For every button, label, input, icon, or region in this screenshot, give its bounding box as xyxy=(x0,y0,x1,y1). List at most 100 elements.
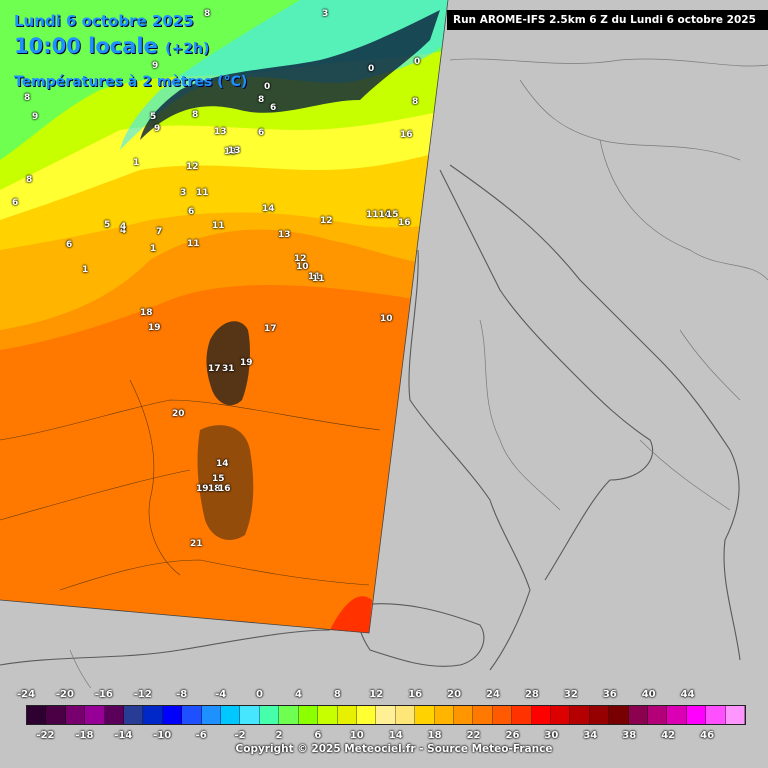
legend-tick: -24 xyxy=(16,689,36,700)
value-label: 4 xyxy=(120,226,127,236)
borders xyxy=(69,58,768,741)
value-label: 11 xyxy=(212,221,225,231)
value-label: 14 xyxy=(216,459,229,469)
map-time-offset: (+2h) xyxy=(165,41,210,57)
legend-tick: 10 xyxy=(349,730,364,741)
value-label: 0 xyxy=(264,82,271,92)
temperature-field xyxy=(0,0,448,633)
color-swatch xyxy=(725,706,746,724)
legend-tick: -10 xyxy=(153,730,172,741)
color-swatch xyxy=(473,706,493,724)
color-swatch xyxy=(648,706,668,724)
map-time: 10:00 locale (+2h) xyxy=(14,34,209,58)
color-swatch xyxy=(182,706,202,724)
value-label: 17 xyxy=(264,324,277,334)
legend-tick: 40 xyxy=(641,689,656,700)
value-label: 12 xyxy=(294,254,307,264)
value-label: 8 xyxy=(258,95,265,105)
color-swatch xyxy=(259,706,280,724)
color-swatch xyxy=(162,706,183,724)
color-swatch xyxy=(589,706,610,724)
value-label: 19 xyxy=(196,484,209,494)
legend-tick: -4 xyxy=(215,689,227,700)
value-label: 11 xyxy=(312,274,325,284)
color-swatch xyxy=(512,706,532,724)
value-label: 5 xyxy=(150,112,157,122)
color-swatch xyxy=(298,706,319,724)
value-label: 4 xyxy=(120,222,127,232)
legend-tick: 44 xyxy=(680,689,695,700)
value-label: 1 xyxy=(133,158,140,168)
value-label: 15 xyxy=(212,474,225,484)
color-swatch xyxy=(46,706,66,724)
legend-tick: -22 xyxy=(36,730,55,741)
legend-tick: -6 xyxy=(195,730,207,741)
value-label: 9 xyxy=(154,124,161,134)
color-swatch xyxy=(706,706,726,724)
legend-tick: 24 xyxy=(486,689,500,700)
legend-tick: 16 xyxy=(408,689,423,700)
legend-tick: 0 xyxy=(256,689,263,700)
value-label: 1114 xyxy=(366,210,392,220)
color-swatch xyxy=(221,706,241,724)
color-swatch xyxy=(104,706,125,724)
isotherms xyxy=(0,379,381,591)
legend-tick: 30 xyxy=(544,730,559,741)
legend-tick: 32 xyxy=(563,689,578,700)
value-label: 8 xyxy=(26,175,33,185)
legend-tick: 18 xyxy=(427,730,442,741)
value-label: 11 xyxy=(196,188,209,198)
legend-tick: 46 xyxy=(700,730,715,741)
legend-tick: -12 xyxy=(133,689,152,700)
value-label: 10 xyxy=(296,262,309,272)
legend-tick: -2 xyxy=(234,730,246,741)
value-label: 6 xyxy=(270,103,277,113)
color-swatch xyxy=(570,706,590,724)
value-label: 9 xyxy=(32,112,39,122)
map-time-value: 10:00 locale xyxy=(14,34,158,58)
value-label: 13 xyxy=(278,230,291,240)
value-label: 5 xyxy=(104,220,111,230)
value-label: 3 xyxy=(180,188,187,198)
legend-tick: -8 xyxy=(176,689,188,700)
color-swatch xyxy=(376,706,396,724)
legend-tick: 42 xyxy=(661,730,676,741)
legend-tick: -20 xyxy=(55,689,74,700)
value-label: 19 xyxy=(240,358,253,368)
legend-tick: 22 xyxy=(466,730,481,741)
value-label: 15 xyxy=(386,210,399,220)
value-label: 9 xyxy=(152,61,159,71)
value-label: 20 xyxy=(172,409,185,419)
legend-tick: 12 xyxy=(369,689,384,700)
legend-tick: 28 xyxy=(524,689,539,700)
value-label: 0 xyxy=(368,64,375,74)
color-swatch xyxy=(434,706,454,724)
color-swatch xyxy=(628,706,648,724)
value-label: 12 xyxy=(320,216,333,226)
legend-tick: 20 xyxy=(447,689,462,700)
value-label: 18 xyxy=(208,484,221,494)
color-swatch xyxy=(318,706,338,724)
legend-tick: -18 xyxy=(75,730,94,741)
value-label: 17 xyxy=(208,364,221,374)
value-label: 3 xyxy=(322,9,329,19)
value-label: 11 xyxy=(308,272,321,282)
value-label: 1 xyxy=(82,265,89,275)
color-swatch xyxy=(453,706,474,724)
legend-tick: 8 xyxy=(333,689,341,700)
color-swatch xyxy=(279,706,299,724)
color-swatch xyxy=(550,706,571,724)
value-label: 8 xyxy=(24,93,31,103)
value-label: 13 xyxy=(224,147,237,157)
domain-edge xyxy=(0,0,449,634)
color-swatch xyxy=(667,706,687,724)
legend-tick: 14 xyxy=(388,730,403,741)
value-label: 10 xyxy=(380,314,393,324)
value-label: 6 xyxy=(258,128,265,138)
value-label: 13 xyxy=(214,127,227,137)
color-swatch xyxy=(143,706,163,724)
value-label: 8 xyxy=(412,97,419,107)
color-swatch xyxy=(686,706,707,724)
color-swatch xyxy=(531,706,551,724)
